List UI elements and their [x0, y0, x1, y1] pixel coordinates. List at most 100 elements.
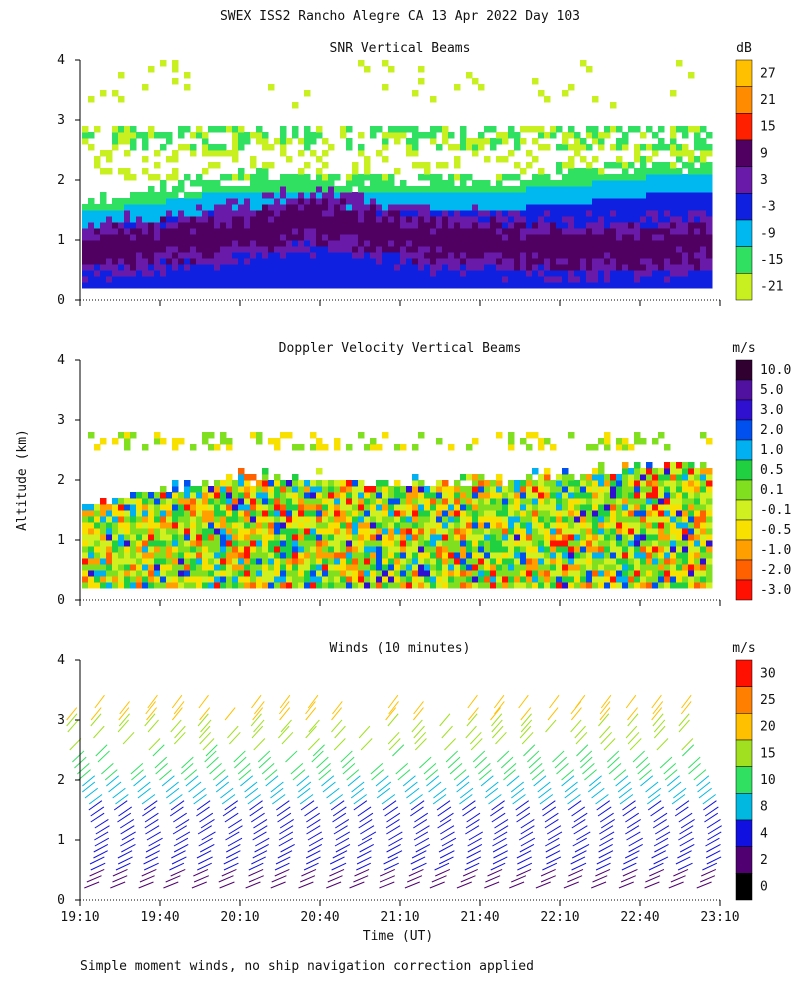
doppler-cell — [550, 534, 557, 541]
snr-cell — [646, 168, 653, 175]
doppler-cell — [238, 468, 245, 475]
snr-cell — [484, 204, 491, 211]
doppler-cell — [106, 558, 113, 565]
snr-cell — [220, 150, 227, 157]
doppler-cell — [616, 546, 623, 553]
doppler-cell — [244, 528, 251, 535]
snr-cell — [424, 282, 431, 289]
doppler-cell — [460, 582, 467, 589]
doppler-cell — [634, 480, 641, 487]
doppler-cell — [490, 486, 497, 493]
snr-cell — [220, 126, 227, 133]
doppler-cell — [280, 546, 287, 553]
doppler-cell — [166, 510, 173, 517]
wind-barb — [426, 775, 440, 787]
snr-cell — [676, 216, 683, 223]
snr-cell — [562, 162, 569, 169]
doppler-cell — [334, 546, 341, 553]
doppler-cell — [364, 570, 371, 577]
doppler-cell — [340, 540, 347, 547]
wind-barb — [200, 719, 212, 733]
snr-cell — [682, 186, 689, 193]
snr-cell — [574, 258, 581, 265]
snr-cell — [232, 144, 239, 151]
snr-cell — [484, 234, 491, 241]
snr-cell — [700, 180, 707, 187]
snr-cell — [484, 180, 491, 187]
snr-cell — [544, 258, 551, 265]
snr-cell — [688, 264, 695, 271]
wind-barb — [460, 875, 476, 883]
doppler-cell — [364, 558, 371, 565]
wind-barb — [622, 868, 638, 877]
snr-cell — [640, 168, 647, 175]
doppler-cell — [106, 552, 113, 559]
snr-cell — [388, 228, 395, 235]
doppler-cell — [166, 582, 173, 589]
snr-cell — [676, 156, 683, 163]
snr-cell — [544, 132, 551, 139]
snr-cell — [94, 246, 101, 253]
doppler-cell — [142, 546, 149, 553]
doppler-cell — [706, 498, 713, 505]
snr-cell — [190, 222, 197, 229]
doppler-cell — [292, 516, 299, 523]
snr-cell — [598, 270, 605, 277]
snr-cell — [364, 228, 371, 235]
snr-cell — [106, 216, 113, 223]
snr-cell — [94, 126, 101, 133]
doppler-cell — [610, 492, 617, 499]
doppler-cell — [364, 528, 371, 535]
doppler-cell — [256, 558, 263, 565]
snr-cell — [244, 138, 251, 145]
snr-cell — [538, 192, 545, 199]
snr-cell — [394, 240, 401, 247]
doppler-cell — [268, 576, 275, 583]
snr-cell — [526, 204, 533, 211]
snr-cell — [202, 222, 209, 229]
doppler-cell — [112, 516, 119, 523]
snr-cell — [436, 186, 443, 193]
wind-barb — [542, 800, 556, 811]
snr-cell — [508, 228, 515, 235]
snr-cell — [442, 240, 449, 247]
wind-barb — [469, 731, 482, 745]
doppler-cell — [526, 564, 533, 571]
snr-cell — [400, 228, 407, 235]
doppler-cell — [328, 516, 335, 523]
wind-barb — [618, 881, 634, 889]
doppler-cell — [706, 558, 713, 565]
doppler-cell — [256, 552, 263, 559]
snr-cell — [316, 276, 323, 283]
snr-cell — [622, 222, 629, 229]
snr-cell — [268, 222, 275, 229]
doppler-cell — [220, 504, 227, 511]
doppler-cell — [550, 582, 557, 589]
doppler-cell — [154, 576, 161, 583]
snr-cell — [652, 246, 659, 253]
snr-cell — [628, 240, 635, 247]
doppler-cell — [490, 480, 497, 487]
wind-barb — [191, 881, 207, 889]
doppler-cell — [196, 492, 203, 499]
snr-cell — [586, 282, 593, 289]
doppler-cell — [184, 528, 191, 535]
snr-cell — [286, 228, 293, 235]
snr-cell — [622, 174, 629, 181]
snr-cell — [682, 162, 689, 169]
snr-cell — [238, 234, 245, 241]
snr-cell — [604, 276, 611, 283]
doppler-cell — [616, 444, 623, 451]
doppler-cell — [634, 582, 641, 589]
wind-barb — [228, 818, 243, 829]
snr-cell — [448, 240, 455, 247]
snr-cell — [394, 276, 401, 283]
snr-cell — [298, 186, 305, 193]
doppler-cell — [454, 570, 461, 577]
snr-cell — [412, 210, 419, 217]
snr-cell — [484, 216, 491, 223]
snr-cell — [118, 216, 125, 223]
doppler-cell — [286, 510, 293, 517]
doppler-cell — [202, 522, 209, 529]
snr-cell — [172, 204, 179, 211]
